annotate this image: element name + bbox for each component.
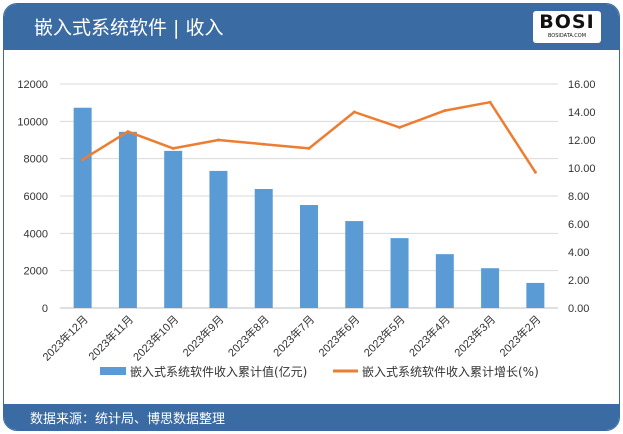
x-tick-label: 2023年4月 bbox=[406, 312, 453, 359]
y-right-tick-label: 2.00 bbox=[568, 275, 589, 287]
legend-label-bar: 嵌入式系统软件收入累计值(亿元) bbox=[130, 364, 307, 379]
y-right-tick-label: 0.00 bbox=[568, 303, 589, 315]
line-point bbox=[352, 110, 356, 114]
line-point bbox=[171, 146, 175, 150]
bar bbox=[254, 188, 273, 308]
footer-bar: 数据来源：统计局、博思数据整理 bbox=[4, 404, 619, 430]
legend-swatch-bar bbox=[100, 367, 126, 375]
x-tick-label: 2023年5月 bbox=[361, 312, 408, 359]
bar bbox=[73, 107, 92, 308]
page-title: 嵌入式系统软件 | 收入 bbox=[34, 17, 224, 39]
bosi-logo: BOSI BOSIDATA.COM bbox=[533, 11, 601, 43]
line-point bbox=[398, 125, 402, 129]
x-tick-label: 2023年2月 bbox=[496, 312, 543, 359]
line-point bbox=[81, 158, 85, 162]
growth-line bbox=[81, 100, 537, 173]
y-right-tick-label: 6.00 bbox=[568, 219, 589, 231]
bar bbox=[435, 254, 454, 308]
line-point bbox=[443, 109, 447, 113]
x-tick-label: 2023年3月 bbox=[451, 312, 498, 359]
y-right-tick-label: 4.00 bbox=[568, 247, 589, 259]
y-left-tick-label: 12000 bbox=[17, 79, 48, 91]
x-tick-label: 2023年7月 bbox=[270, 312, 317, 359]
y-left-tick-label: 2000 bbox=[24, 266, 48, 278]
y-right-tick-label: 16.00 bbox=[568, 79, 596, 91]
y-left-tick-label: 10000 bbox=[17, 116, 48, 128]
line-point bbox=[533, 170, 537, 174]
line-point bbox=[307, 146, 311, 150]
y-right-tick-label: 10.00 bbox=[568, 163, 596, 175]
line-point bbox=[216, 138, 220, 142]
bar bbox=[345, 221, 364, 308]
y-left-tick-label: 8000 bbox=[24, 154, 48, 166]
x-tick-label: 2023年12月 bbox=[39, 312, 90, 363]
bar bbox=[481, 268, 500, 308]
bar bbox=[390, 238, 409, 308]
line-point bbox=[488, 100, 492, 104]
bar bbox=[526, 282, 545, 308]
x-tick-label: 2023年6月 bbox=[315, 312, 362, 359]
y-left-tick-label: 0 bbox=[42, 303, 48, 315]
x-tick-label: 2023年8月 bbox=[225, 312, 272, 359]
y-left-tick-label: 4000 bbox=[24, 228, 48, 240]
bar bbox=[164, 150, 183, 308]
y-right-tick-label: 8.00 bbox=[568, 191, 589, 203]
bar bbox=[300, 205, 318, 308]
chart-frame: 嵌入式系统软件 | 收入 BOSI BOSIDATA.COM 数据来源：统计局、博… bbox=[3, 3, 620, 431]
bar bbox=[118, 131, 137, 308]
x-tick-label: 2023年9月 bbox=[179, 312, 226, 359]
bar bbox=[209, 170, 228, 308]
x-tick-label: 2023年10月 bbox=[130, 312, 181, 363]
y-right-tick-label: 12.00 bbox=[568, 135, 596, 147]
data-source: 数据来源：统计局、博思数据整理 bbox=[30, 412, 226, 427]
y-right-tick-label: 14.00 bbox=[568, 107, 596, 119]
line-point bbox=[126, 130, 130, 134]
legend-label-line: 嵌入式系统软件收入累计增长(%) bbox=[362, 365, 539, 379]
x-tick-label: 2023年11月 bbox=[85, 312, 136, 363]
y-left-tick-label: 6000 bbox=[24, 191, 48, 203]
line-point bbox=[262, 142, 266, 146]
header-bar: 嵌入式系统软件 | 收入 BOSI BOSIDATA.COM bbox=[4, 4, 619, 50]
